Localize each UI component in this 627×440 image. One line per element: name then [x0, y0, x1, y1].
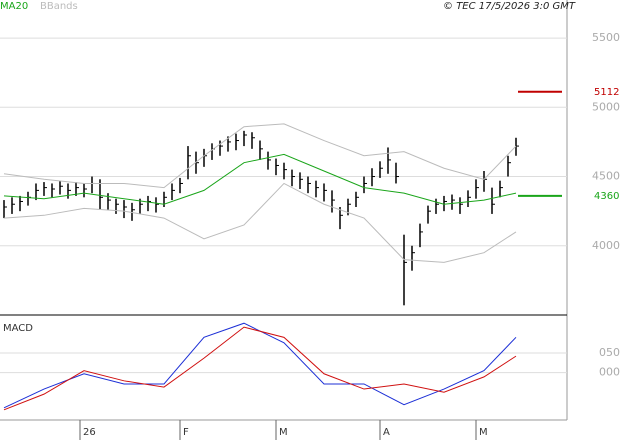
y-tick-label: 4000 — [592, 239, 620, 252]
y-tick-label: 050 — [599, 346, 620, 359]
x-tick-label: 26 — [83, 427, 96, 438]
macd-title: MACD — [3, 323, 33, 334]
x-tick-label: M — [279, 427, 288, 438]
line — [3, 182, 517, 263]
y-tick-label: 5000 — [592, 100, 620, 113]
y-tick-label: 4500 — [592, 170, 620, 183]
x-tick-label: F — [183, 427, 189, 438]
credit: © TEC 17/5/2026 3:0 GMT — [443, 1, 576, 12]
line — [3, 153, 517, 205]
x-tick-label: A — [383, 427, 390, 438]
legend-ma20: MA20 — [0, 1, 28, 12]
legend-bbands: BBands — [40, 1, 78, 12]
x-tick-label: M — [479, 427, 488, 438]
y-tick-label: 5500 — [592, 31, 620, 44]
level-label: 5112 — [594, 87, 619, 98]
line — [3, 322, 517, 409]
line — [3, 326, 517, 411]
level-label: 4360 — [594, 191, 619, 202]
line — [3, 123, 517, 189]
y-tick-label: 000 — [599, 366, 620, 379]
